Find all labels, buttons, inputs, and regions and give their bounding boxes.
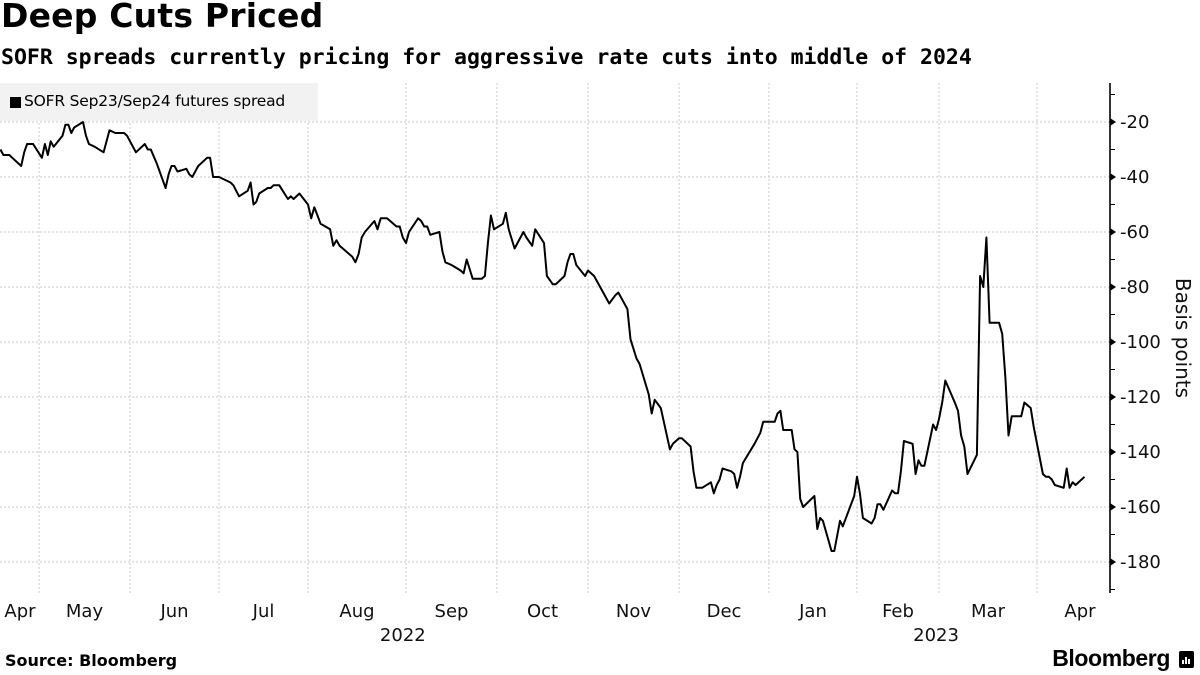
y-tick-mark [1110,393,1116,401]
gridlines [0,83,1110,593]
y-tick-mark [1110,503,1116,511]
source-note: Source: Bloomberg [5,651,178,670]
x-tick-label: May [66,601,104,622]
y-tick-mark [1110,228,1116,236]
x-tick-label: Jun [159,601,188,622]
y-axis: -20 -40 -60 -80 -100 -120 -140 -160 -180 [1109,83,1161,593]
chart-title: Deep Cuts Priced [1,0,324,35]
y-tick-label: -60 [1120,222,1149,243]
y-tick-label: -20 [1120,112,1149,133]
y-tick-mark [1110,118,1116,126]
bloomberg-chart-icon [1179,651,1194,668]
x-tick-label: Aug [339,601,374,622]
series-line-sofr-spread [0,121,1086,552]
y-tick-mark [1110,338,1116,346]
legend-swatch-icon [10,97,21,108]
y-tick-mark [1110,558,1116,566]
chart-subtitle: SOFR spreads currently pricing for aggre… [1,45,972,70]
x-year-label: 2023 [913,625,959,646]
x-tick-label: Sep [435,601,469,622]
legend-label: SOFR Sep23/Sep24 futures spread [24,92,286,110]
y-tick-label: -40 [1120,167,1149,188]
y-axis-title: Basis points [1171,278,1195,398]
x-tick-label: Jan [798,601,827,622]
y-tick-label: -140 [1120,442,1161,463]
x-tick-label: Jul [252,601,275,622]
x-tick-label: Nov [616,601,651,622]
y-tick-label: -120 [1120,387,1161,408]
y-tick-mark [1110,283,1116,291]
y-tick-label: -180 [1120,552,1161,573]
legend: SOFR Sep23/Sep24 futures spread [0,83,318,121]
x-year-label: 2022 [380,625,426,646]
x-tick-label: Dec [707,601,742,622]
x-tick-label: Oct [527,601,558,622]
x-tick-label: Apr [1064,601,1096,622]
bloomberg-logo: Bloomberg [1052,645,1170,671]
x-tick-label: Mar [971,601,1006,622]
series-lines [0,121,1086,552]
y-tick-label: -160 [1120,497,1161,518]
y-tick-mark [1110,448,1116,456]
y-tick-label: -100 [1120,332,1161,353]
x-tick-label: Apr [4,601,36,622]
x-axis: Apr May Jun Jul Aug Sep Oct Nov Dec Jan Feb Mar Apr 2… [4,601,1096,646]
y-tick-mark [1110,173,1116,181]
y-tick-label: -80 [1120,277,1149,298]
x-tick-label: Feb [882,601,914,622]
